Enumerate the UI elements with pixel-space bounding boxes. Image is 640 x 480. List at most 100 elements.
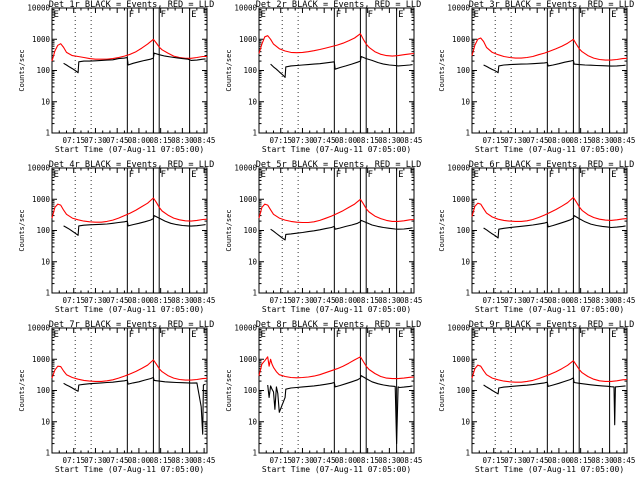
x-axis-label: Start Time (07-Aug-11 07:05:00) <box>475 465 624 474</box>
series-line-events <box>483 377 626 426</box>
chart-panel-1: Det 1r BLACK = Events, RED = LLD 1 10 100 10… <box>18 0 215 154</box>
x-tick-label: 08:45 <box>613 456 636 465</box>
x-tick-label: 08:15 <box>149 456 172 465</box>
y-tick-label: 1 <box>252 129 257 138</box>
x-tick-label: 07:15 <box>482 456 505 465</box>
y-tick-label: 10000 <box>234 164 257 173</box>
y-tick-label: 10000 <box>447 324 470 333</box>
y-tick-label: 10000 <box>27 4 50 13</box>
y-axis-label: Counts/sec <box>18 49 26 91</box>
y-tick-label: 10 <box>461 257 471 266</box>
y-axis-label: Counts/sec <box>18 209 26 251</box>
chart-panel-5: Det 5r BLACK = Events, RED = LLD 1 10 100 10… <box>225 160 422 314</box>
x-tick-label: 08:00 <box>335 296 358 305</box>
chart-title: Det 1r BLACK = Events, RED = LLD <box>49 0 215 10</box>
x-tick-label: 08:45 <box>400 296 423 305</box>
segment-marker-e: E <box>398 330 403 340</box>
y-axis-label: Counts/sec <box>438 209 446 251</box>
x-tick-label: 08:45 <box>400 456 423 465</box>
x-tick-label: 08:30 <box>378 456 401 465</box>
series-line-lld <box>258 356 415 380</box>
x-tick-label: 08:00 <box>128 296 151 305</box>
y-tick-label: 10000 <box>27 164 50 173</box>
segment-marker-f: F <box>336 10 341 20</box>
segment-marker-f: F <box>336 330 341 340</box>
x-tick-label: 07:45 <box>313 296 336 305</box>
x-tick-label: 08:00 <box>128 136 151 145</box>
segment-marker-e: E <box>611 330 616 340</box>
segment-marker-f: F <box>368 330 373 340</box>
plot-frame <box>471 167 628 294</box>
x-tick-label: 07:15 <box>482 136 505 145</box>
series-line-lld <box>51 359 208 382</box>
x-tick-label: 07:15 <box>269 296 292 305</box>
segment-marker-e: E <box>53 330 58 340</box>
y-tick-label: 1000 <box>32 35 51 44</box>
x-tick-label: 07:45 <box>106 456 129 465</box>
segment-marker-f: F <box>368 170 373 180</box>
y-tick-label: 1000 <box>239 35 258 44</box>
segment-marker-f: F <box>549 170 554 180</box>
x-tick-label: 08:15 <box>149 296 172 305</box>
x-tick-label: 07:30 <box>84 296 107 305</box>
x-axis-label: Start Time (07-Aug-11 07:05:00) <box>262 465 411 474</box>
y-tick-label: 10 <box>461 417 471 426</box>
y-tick-label: 10000 <box>27 324 50 333</box>
y-tick-label: 1000 <box>239 355 258 364</box>
x-tick-label: 08:15 <box>356 296 379 305</box>
x-tick-label: 07:45 <box>526 456 549 465</box>
x-tick-label: 07:45 <box>313 136 336 145</box>
x-tick-label: 07:15 <box>269 456 292 465</box>
series-line-events <box>63 376 206 435</box>
x-tick-label: 07:30 <box>84 136 107 145</box>
series-line-lld <box>471 37 628 61</box>
x-tick-label: 07:15 <box>62 456 85 465</box>
y-tick-label: 10 <box>248 257 258 266</box>
y-tick-label: 1000 <box>32 195 51 204</box>
x-tick-label: 07:15 <box>482 296 505 305</box>
segment-marker-f: F <box>581 330 586 340</box>
y-tick-label: 10000 <box>447 4 470 13</box>
x-tick-label: 07:15 <box>269 136 292 145</box>
segment-marker-f: F <box>161 330 166 340</box>
chart-panel-2: Det 2r BLACK = Events, RED = LLD 1 10 100 10… <box>225 0 422 154</box>
x-tick-label: 07:45 <box>106 136 129 145</box>
y-tick-label: 1000 <box>452 195 471 204</box>
x-axis-label: Start Time (07-Aug-11 07:05:00) <box>475 305 624 314</box>
y-tick-label: 100 <box>36 66 50 75</box>
y-tick-label: 100 <box>243 66 257 75</box>
series-line-lld <box>258 33 415 57</box>
x-tick-label: 07:45 <box>106 296 129 305</box>
x-tick-label: 07:30 <box>291 296 314 305</box>
y-axis-label: Counts/sec <box>225 369 233 411</box>
y-tick-label: 100 <box>243 226 257 235</box>
x-tick-label: 08:00 <box>335 456 358 465</box>
x-tick-label: 08:30 <box>591 456 614 465</box>
plot-frame <box>258 327 415 454</box>
plot-frame <box>471 327 628 454</box>
x-tick-label: 07:15 <box>62 136 85 145</box>
y-tick-label: 1000 <box>452 355 471 364</box>
segment-marker-f: F <box>549 330 554 340</box>
segment-marker-e: E <box>191 330 196 340</box>
chart-title: Det 4r BLACK = Events, RED = LLD <box>49 160 215 170</box>
x-axis-label: Start Time (07-Aug-11 07:05:00) <box>475 145 624 154</box>
series-line-events <box>270 219 413 241</box>
chart-panel-9: Det 9r BLACK = Events, RED = LLD 1 10 100 10… <box>438 320 635 474</box>
y-tick-label: 10 <box>461 97 471 106</box>
segment-marker-f: F <box>336 170 341 180</box>
y-tick-label: 10 <box>41 257 51 266</box>
y-tick-label: 1 <box>465 449 470 458</box>
chart-panel-8: Det 8r BLACK = Events, RED = LLD 1 10 100 10… <box>225 320 422 474</box>
x-tick-label: 08:00 <box>548 296 571 305</box>
segment-marker-e: E <box>473 330 478 340</box>
segment-marker-e: E <box>191 170 196 180</box>
plot-frame <box>258 167 415 294</box>
x-tick-label: 07:30 <box>84 456 107 465</box>
x-tick-label: 08:00 <box>128 456 151 465</box>
x-tick-label: 08:45 <box>400 136 423 145</box>
segment-marker-e: E <box>473 10 478 20</box>
x-tick-label: 08:45 <box>613 136 636 145</box>
chart-panel-4: Det 4r BLACK = Events, RED = LLD 1 10 100 10… <box>18 160 215 314</box>
x-tick-label: 08:45 <box>193 456 216 465</box>
